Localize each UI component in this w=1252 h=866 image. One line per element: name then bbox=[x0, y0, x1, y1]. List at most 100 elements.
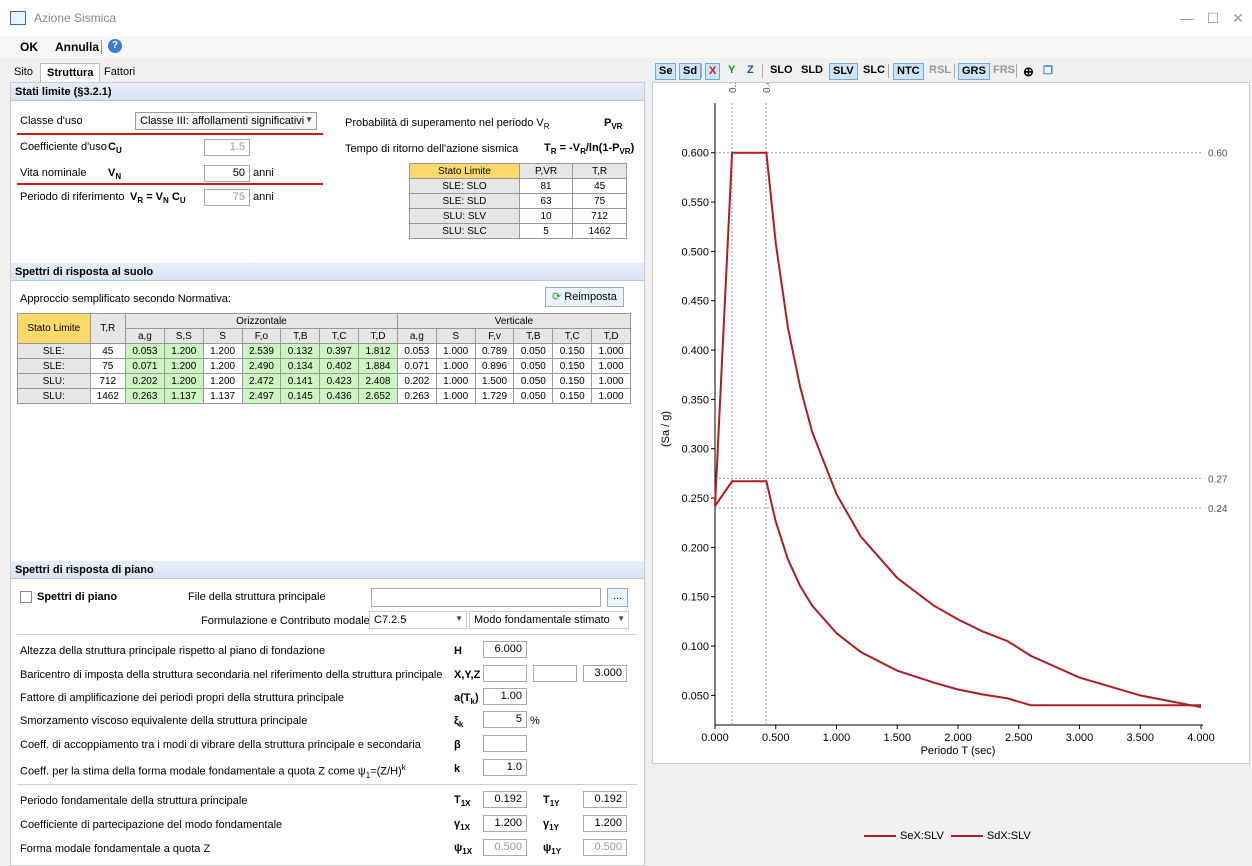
table-cell: 1.500 bbox=[474, 373, 515, 389]
baricentro-x-field[interactable] bbox=[483, 665, 527, 682]
tab-struttura[interactable]: Struttura bbox=[40, 63, 101, 82]
table-cell: 0.050 bbox=[513, 388, 554, 404]
tb-y[interactable]: Y bbox=[728, 64, 736, 76]
formulazione-label: Formulazione e Contributo modale bbox=[201, 615, 370, 627]
table-cell: 1.200 bbox=[163, 343, 204, 359]
y-tick-label: 0.500 bbox=[681, 246, 709, 258]
table-cell: 2.490 bbox=[241, 358, 282, 374]
table-header: T,R bbox=[89, 313, 127, 344]
table-cell: 2.497 bbox=[241, 388, 282, 404]
table-cell: 0.134 bbox=[280, 358, 321, 374]
tb-slc[interactable]: SLC bbox=[863, 64, 885, 76]
smorzamento-field[interactable]: 5 bbox=[483, 711, 527, 728]
formulazione-dropdown[interactable]: C7.2.5 ▼ bbox=[369, 611, 467, 629]
copy-icon[interactable]: ❐ bbox=[1043, 65, 1053, 77]
y-tick-label: 0.400 bbox=[681, 345, 709, 357]
tb-slv[interactable]: SLV bbox=[829, 63, 858, 80]
modo-dropdown[interactable]: Modo fondamentale stimato ▼ bbox=[469, 611, 629, 629]
ok-button[interactable]: OK bbox=[20, 40, 38, 54]
table-cell: 0.150 bbox=[552, 358, 593, 374]
minimize-icon[interactable]: — bbox=[1180, 10, 1194, 26]
chart-panel: 0.050 0.100 0.150 0.200 0.250 0.300 0.350 0.400… bbox=[652, 73, 1250, 866]
x-tick-label: 2.500 bbox=[1005, 732, 1033, 744]
table-cell: 0.423 bbox=[319, 373, 360, 389]
coeff-uso-field[interactable]: 1.5 bbox=[204, 139, 250, 156]
g1x-field[interactable]: 1.200 bbox=[483, 815, 527, 832]
close-icon[interactable]: ✕ bbox=[1232, 10, 1244, 26]
t1y-field[interactable]: 0.192 bbox=[583, 791, 627, 808]
tab-fattori[interactable]: Fattori bbox=[104, 66, 136, 78]
help-icon[interactable]: ? bbox=[108, 39, 122, 53]
table-cell: 0.132 bbox=[280, 343, 321, 359]
param-symbol: β bbox=[454, 739, 461, 751]
maximize-icon[interactable]: ☐ bbox=[1206, 10, 1220, 26]
table-cell: 1.000 bbox=[435, 358, 476, 374]
t1y-symbol: T1Y bbox=[543, 794, 560, 809]
tb-rsl[interactable]: RSL bbox=[929, 64, 951, 76]
legend-swatch bbox=[864, 835, 896, 838]
smorzamento-unit: % bbox=[530, 715, 540, 727]
baricentro-y-field[interactable] bbox=[533, 665, 577, 682]
reimposta-button[interactable]: ⟳ Reimposta bbox=[545, 287, 624, 307]
table-cell: 1.884 bbox=[358, 358, 398, 374]
table-cell: 0.202 bbox=[396, 373, 437, 389]
annulla-button[interactable]: Annulla bbox=[55, 40, 99, 54]
table-cell: 1.200 bbox=[163, 358, 204, 374]
amplificazione-field[interactable]: 1.00 bbox=[483, 688, 527, 705]
table-header: T,B bbox=[280, 328, 321, 344]
vita-nominale-symbol: VN bbox=[108, 167, 122, 182]
accoppiamento-field[interactable] bbox=[483, 735, 527, 752]
table-cell: 0.402 bbox=[319, 358, 360, 374]
vita-nominale-field[interactable]: 50 bbox=[204, 165, 250, 182]
tb-z[interactable]: Z bbox=[747, 64, 754, 76]
coeff-forma-field[interactable]: 1.0 bbox=[483, 759, 527, 776]
x-tick-label: 0.500 bbox=[762, 732, 790, 744]
table-cell: 0.436 bbox=[319, 388, 360, 404]
table-cell: 0.071 bbox=[125, 358, 165, 374]
p1y-symbol: ψ1Y bbox=[543, 842, 562, 857]
section-spettri-piano: Spettri di risposta di piano bbox=[11, 561, 644, 579]
g1y-field[interactable]: 1.200 bbox=[583, 815, 627, 832]
tab-sito[interactable]: Sito bbox=[14, 66, 33, 78]
t1x-field[interactable]: 0.192 bbox=[483, 791, 527, 808]
zoom-icon[interactable]: ⊕ bbox=[1023, 64, 1034, 79]
tb-ntc[interactable]: NTC bbox=[893, 63, 924, 80]
struttura-panel: Stati limite (§3.2.1) Classe d'uso Class… bbox=[10, 82, 645, 866]
toolbar-separator bbox=[954, 64, 955, 78]
p1y-field[interactable]: 0.500 bbox=[583, 839, 627, 856]
table-header: Verticale bbox=[396, 313, 632, 329]
table-cell: 1.200 bbox=[202, 343, 243, 359]
param-symbol: a(Tk) bbox=[454, 692, 479, 707]
table-cell[interactable]: 63 bbox=[518, 193, 574, 209]
table-cell: SLE: bbox=[17, 358, 91, 374]
tb-se[interactable]: Se bbox=[655, 63, 677, 80]
table-cell[interactable]: 10 bbox=[518, 208, 574, 224]
table-cell[interactable]: 81 bbox=[518, 178, 574, 194]
tb-frs[interactable]: FRS bbox=[993, 64, 1015, 76]
periodo-unit: anni bbox=[253, 191, 274, 203]
tb-sd[interactable]: Sd bbox=[679, 63, 702, 80]
param-label: Coeff. per la stima della forma modale f… bbox=[20, 763, 406, 780]
altezza-field[interactable]: 6.000 bbox=[483, 641, 527, 658]
tb-x[interactable]: X bbox=[705, 63, 721, 80]
spettri-piano-checkbox[interactable] bbox=[20, 591, 32, 603]
baricentro-z-field[interactable]: 3.000 bbox=[583, 665, 627, 682]
param-symbol: H bbox=[454, 645, 462, 657]
highlight-underline bbox=[17, 133, 323, 135]
file-input[interactable] bbox=[371, 588, 601, 607]
tb-slo[interactable]: SLO bbox=[770, 64, 793, 76]
y-tick-label: 0.300 bbox=[681, 444, 709, 456]
y-tick-label: 0.250 bbox=[681, 493, 709, 505]
classe-uso-dropdown[interactable]: Classe III: affollamenti significativi ▼ bbox=[135, 112, 317, 130]
table-header: T,D bbox=[591, 328, 631, 344]
table-cell[interactable]: 5 bbox=[518, 223, 574, 239]
tb-sld[interactable]: SLD bbox=[801, 64, 823, 76]
p1x-field[interactable]: 0.500 bbox=[483, 839, 527, 856]
y-tick-label: 0.050 bbox=[681, 690, 709, 702]
series-line-sdx-slv bbox=[714, 480, 1201, 707]
table-cell: 2.539 bbox=[241, 343, 282, 359]
tb-grs[interactable]: GRS bbox=[958, 63, 990, 80]
periodo-field[interactable]: 75 bbox=[204, 189, 250, 206]
browse-button[interactable]: ... bbox=[607, 588, 629, 607]
series-line-sex-slv bbox=[714, 151, 1202, 709]
